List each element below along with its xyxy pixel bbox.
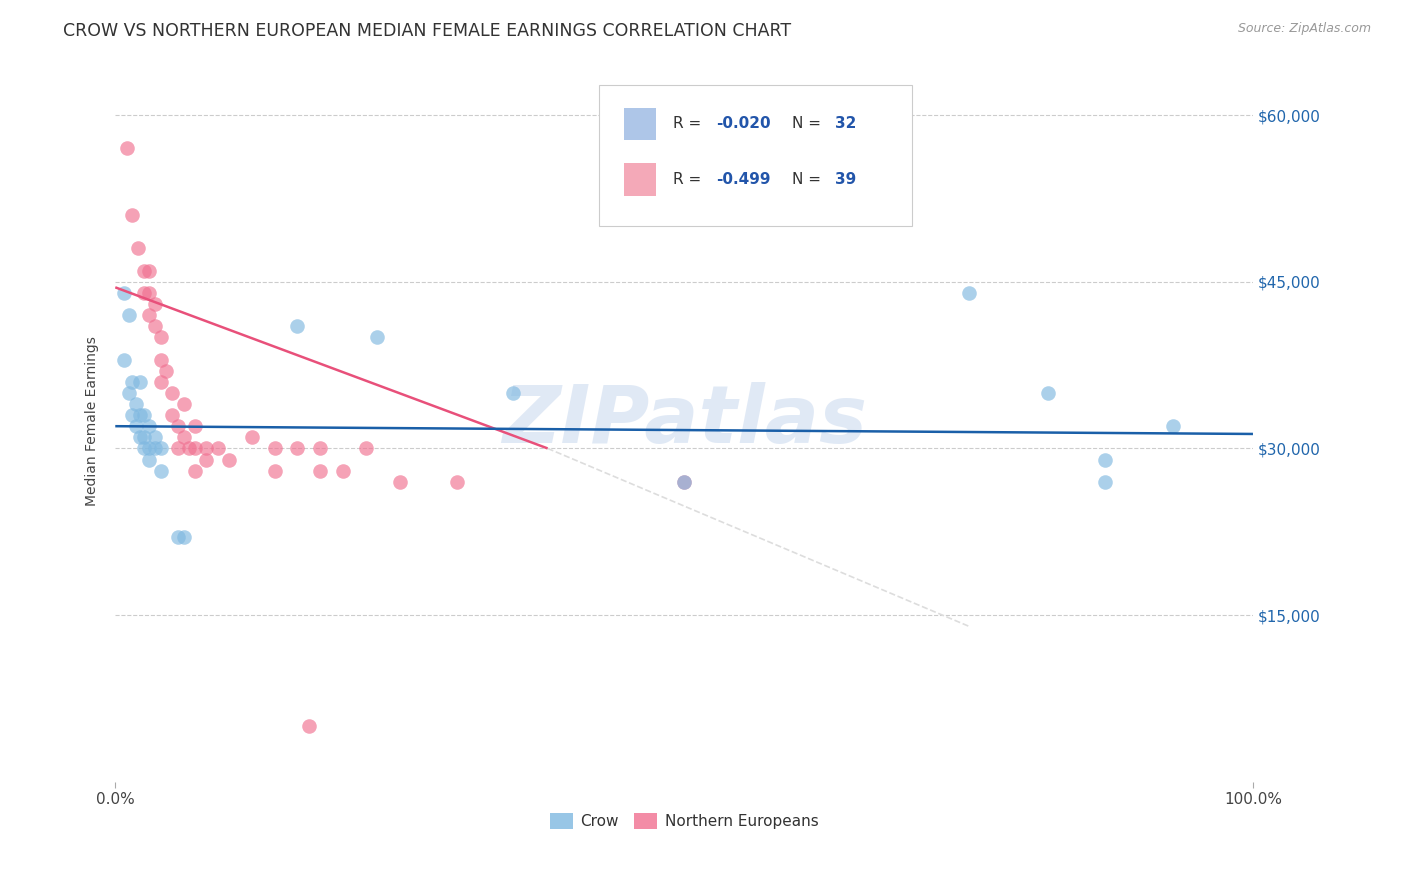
Point	[125, 397, 148, 411]
Point	[240, 430, 263, 444]
Point	[149, 442, 172, 456]
Point	[143, 442, 166, 456]
Point	[118, 308, 141, 322]
Point	[166, 530, 188, 544]
Text: 39: 39	[835, 172, 856, 187]
Point	[132, 442, 155, 456]
Point	[173, 397, 195, 411]
Text: 32: 32	[835, 117, 856, 131]
Text: CROW VS NORTHERN EUROPEAN MEDIAN FEMALE EARNINGS CORRELATION CHART: CROW VS NORTHERN EUROPEAN MEDIAN FEMALE …	[63, 22, 792, 40]
Point	[195, 442, 218, 456]
Point	[118, 385, 141, 400]
Point	[195, 452, 218, 467]
Text: ZIPatlas: ZIPatlas	[502, 382, 866, 459]
Point	[332, 464, 354, 478]
Point	[129, 375, 152, 389]
Point	[285, 319, 308, 334]
FancyBboxPatch shape	[624, 163, 655, 195]
Text: -0.499: -0.499	[716, 172, 770, 187]
Point	[138, 452, 160, 467]
Text: N =: N =	[792, 117, 827, 131]
Text: -0.020: -0.020	[716, 117, 770, 131]
Text: R =: R =	[672, 117, 706, 131]
Point	[207, 442, 229, 456]
Point	[112, 352, 135, 367]
Point	[132, 285, 155, 300]
Point	[309, 442, 332, 456]
Point	[1038, 385, 1060, 400]
Point	[138, 442, 160, 456]
Point	[173, 530, 195, 544]
Point	[129, 430, 152, 444]
Point	[354, 442, 377, 456]
Point	[138, 308, 160, 322]
Point	[366, 330, 388, 344]
Y-axis label: Median Female Earnings: Median Female Earnings	[86, 335, 100, 506]
Point	[115, 141, 138, 155]
Point	[218, 452, 240, 467]
Point	[1094, 452, 1116, 467]
Point	[166, 419, 188, 434]
Point	[285, 442, 308, 456]
Point	[149, 330, 172, 344]
Point	[138, 285, 160, 300]
Point	[121, 408, 143, 422]
FancyBboxPatch shape	[599, 85, 911, 226]
Point	[149, 464, 172, 478]
Text: Source: ZipAtlas.com: Source: ZipAtlas.com	[1237, 22, 1371, 36]
Point	[388, 475, 411, 489]
Point	[263, 464, 285, 478]
Point	[298, 719, 321, 733]
Point	[155, 364, 177, 378]
Text: R =: R =	[672, 172, 706, 187]
Point	[143, 297, 166, 311]
Point	[149, 352, 172, 367]
Point	[160, 385, 183, 400]
Point	[112, 285, 135, 300]
Point	[263, 442, 285, 456]
Point	[309, 464, 332, 478]
Point	[184, 419, 207, 434]
Point	[1163, 419, 1185, 434]
Point	[132, 430, 155, 444]
Point	[132, 408, 155, 422]
Point	[127, 242, 149, 256]
Point	[121, 208, 143, 222]
Text: N =: N =	[792, 172, 827, 187]
Point	[160, 408, 183, 422]
Point	[143, 319, 166, 334]
Legend: Crow, Northern Europeans: Crow, Northern Europeans	[544, 807, 824, 836]
Point	[673, 475, 696, 489]
Point	[173, 430, 195, 444]
Point	[184, 464, 207, 478]
Point	[121, 375, 143, 389]
Point	[138, 263, 160, 277]
Point	[1094, 475, 1116, 489]
Point	[125, 419, 148, 434]
Point	[138, 419, 160, 434]
Point	[179, 442, 201, 456]
Point	[129, 408, 152, 422]
Point	[132, 263, 155, 277]
Point	[166, 442, 188, 456]
FancyBboxPatch shape	[624, 108, 655, 140]
Point	[149, 375, 172, 389]
Point	[673, 475, 696, 489]
Point	[957, 285, 980, 300]
Point	[184, 442, 207, 456]
Point	[446, 475, 468, 489]
Point	[502, 385, 524, 400]
Point	[143, 430, 166, 444]
